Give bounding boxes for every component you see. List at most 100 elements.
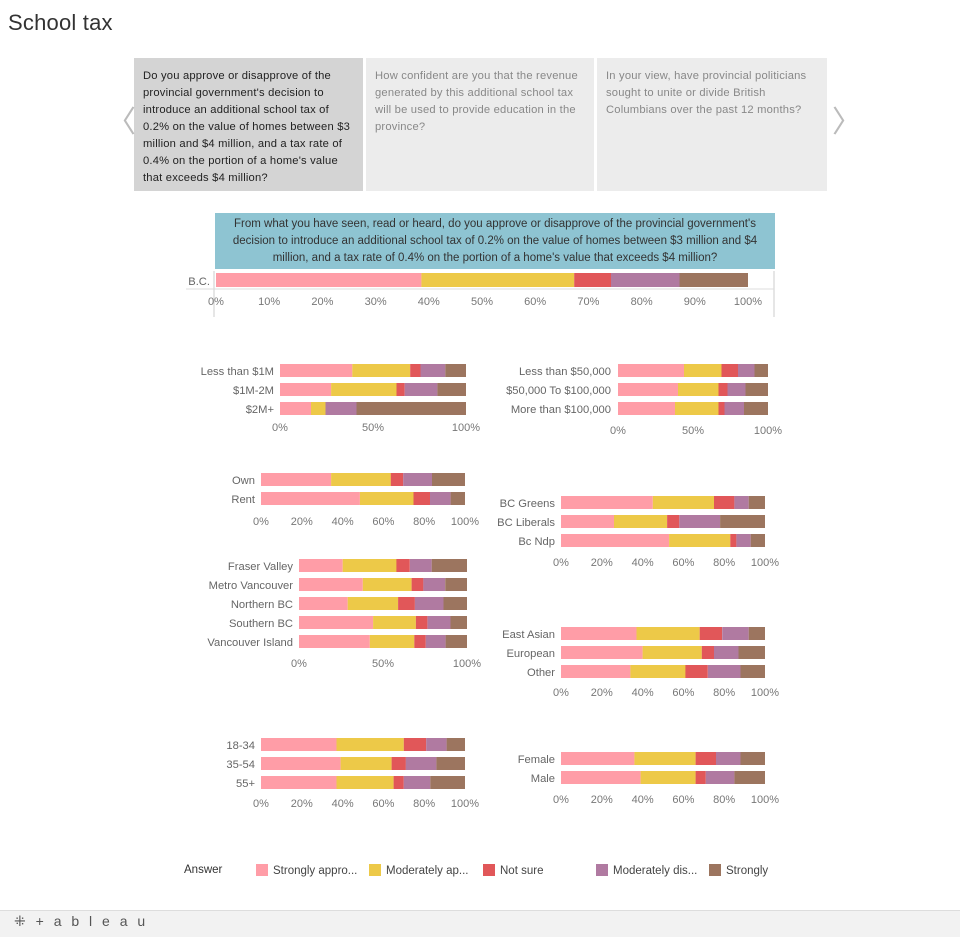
age-bar-segment[interactable]: [336, 776, 394, 789]
region-bar-segment[interactable]: [427, 616, 451, 629]
gender-bar-segment[interactable]: [561, 771, 641, 784]
prev-arrow-icon[interactable]: 〈: [106, 106, 136, 139]
region-bar-segment[interactable]: [299, 616, 374, 629]
party-bar-segment[interactable]: [561, 534, 670, 547]
region-bar-segment[interactable]: [342, 559, 397, 572]
party-bar-segment[interactable]: [720, 515, 765, 528]
gender-bar-segment[interactable]: [634, 752, 696, 765]
region-bar-segment[interactable]: [443, 597, 468, 610]
age-bar-segment[interactable]: [405, 757, 437, 770]
age-bar-segment[interactable]: [261, 776, 337, 789]
legend-item-moderately-disapprove[interactable]: Moderately dis...: [596, 864, 697, 877]
party-bar-segment[interactable]: [730, 534, 737, 547]
tenure-bar-segment[interactable]: [432, 473, 465, 486]
region-bar-segment[interactable]: [450, 616, 468, 629]
region-bar-segment[interactable]: [414, 597, 444, 610]
region-bar-segment[interactable]: [423, 578, 446, 591]
ethnicity-bar-segment[interactable]: [630, 665, 686, 678]
tenure-bar-segment[interactable]: [331, 473, 391, 486]
age-bar-segment[interactable]: [336, 738, 404, 751]
age-bar-segment[interactable]: [446, 738, 465, 751]
ethnicity-bar-segment[interactable]: [561, 646, 643, 659]
age-bar-segment[interactable]: [436, 757, 465, 770]
home_value-bar-segment[interactable]: [445, 364, 466, 377]
tenure-bar-segment[interactable]: [430, 492, 451, 505]
income-bar-segment[interactable]: [738, 364, 755, 377]
tenure-bar-segment[interactable]: [390, 473, 404, 486]
income-bar-segment[interactable]: [618, 383, 678, 396]
age-bar-segment[interactable]: [403, 738, 427, 751]
region-bar-segment[interactable]: [373, 616, 416, 629]
income-bar-segment[interactable]: [744, 402, 768, 415]
ethnicity-bar-segment[interactable]: [722, 627, 749, 640]
party-bar-segment[interactable]: [667, 515, 680, 528]
tenure-bar-segment[interactable]: [261, 473, 332, 486]
income-bar-segment[interactable]: [718, 402, 725, 415]
income-bar-segment[interactable]: [684, 364, 722, 377]
party-bar-segment[interactable]: [736, 534, 751, 547]
home_value-bar-segment[interactable]: [331, 383, 397, 396]
party-bar-segment[interactable]: [561, 515, 614, 528]
income-bar-segment[interactable]: [618, 402, 675, 415]
gender-bar-segment[interactable]: [734, 771, 765, 784]
ethnicity-bar-segment[interactable]: [636, 627, 700, 640]
party-bar-segment[interactable]: [669, 534, 731, 547]
ethnicity-bar-segment[interactable]: [748, 627, 765, 640]
region-bar-segment[interactable]: [431, 559, 467, 572]
legend-item-not-sure[interactable]: Not sure: [483, 864, 543, 877]
gender-bar-segment[interactable]: [740, 752, 766, 765]
home_value-bar-segment[interactable]: [356, 402, 467, 415]
party-bar-segment[interactable]: [714, 496, 735, 509]
region-bar-segment[interactable]: [414, 635, 426, 648]
gender-bar-segment[interactable]: [705, 771, 735, 784]
question-card-3[interactable]: In your view, have provincial politician…: [597, 58, 827, 191]
bc-bar-segment[interactable]: [421, 273, 575, 287]
region-bar-segment[interactable]: [362, 578, 412, 591]
age-bar-segment[interactable]: [391, 757, 406, 770]
legend-item-strongly-disapprove[interactable]: Strongly: [709, 864, 768, 877]
region-bar-segment[interactable]: [445, 635, 467, 648]
gender-bar-segment[interactable]: [716, 752, 741, 765]
region-bar-segment[interactable]: [369, 635, 415, 648]
bc-bar-segment[interactable]: [611, 273, 680, 287]
tenure-bar-segment[interactable]: [450, 492, 465, 505]
ethnicity-bar-segment[interactable]: [714, 646, 739, 659]
home_value-bar-segment[interactable]: [311, 402, 326, 415]
party-bar-segment[interactable]: [614, 515, 667, 528]
region-bar-segment[interactable]: [299, 635, 370, 648]
region-bar-segment[interactable]: [411, 578, 424, 591]
age-bar-segment[interactable]: [393, 776, 404, 789]
home_value-bar-segment[interactable]: [325, 402, 357, 415]
income-bar-segment[interactable]: [618, 364, 684, 377]
ethnicity-bar-segment[interactable]: [642, 646, 702, 659]
income-bar-segment[interactable]: [718, 383, 728, 396]
income-bar-segment[interactable]: [754, 364, 769, 377]
home_value-bar-segment[interactable]: [437, 383, 466, 396]
question-card-1[interactable]: Do you approve or disapprove of the prov…: [134, 58, 363, 191]
income-bar-segment[interactable]: [675, 402, 719, 415]
region-bar-segment[interactable]: [299, 578, 363, 591]
region-bar-segment[interactable]: [347, 597, 399, 610]
region-bar-segment[interactable]: [398, 597, 415, 610]
home_value-bar-segment[interactable]: [280, 402, 311, 415]
question-card-2[interactable]: How confident are you that the revenue g…: [366, 58, 594, 191]
income-bar-segment[interactable]: [721, 364, 739, 377]
home_value-bar-segment[interactable]: [280, 383, 332, 396]
age-bar-segment[interactable]: [261, 738, 337, 751]
next-arrow-icon[interactable]: 〉: [832, 106, 862, 139]
home_value-bar-segment[interactable]: [420, 364, 446, 377]
income-bar-segment[interactable]: [727, 383, 746, 396]
party-bar-segment[interactable]: [734, 496, 749, 509]
region-bar-segment[interactable]: [409, 559, 432, 572]
bc-bar-segment[interactable]: [216, 273, 422, 287]
ethnicity-bar-segment[interactable]: [707, 665, 741, 678]
ethnicity-bar-segment[interactable]: [561, 627, 637, 640]
age-bar-segment[interactable]: [403, 776, 431, 789]
ethnicity-bar-segment[interactable]: [685, 665, 708, 678]
age-bar-segment[interactable]: [426, 738, 447, 751]
party-bar-segment[interactable]: [679, 515, 721, 528]
gender-bar-segment[interactable]: [640, 771, 696, 784]
party-bar-segment[interactable]: [561, 496, 653, 509]
party-bar-segment[interactable]: [748, 496, 765, 509]
age-bar-segment[interactable]: [340, 757, 392, 770]
